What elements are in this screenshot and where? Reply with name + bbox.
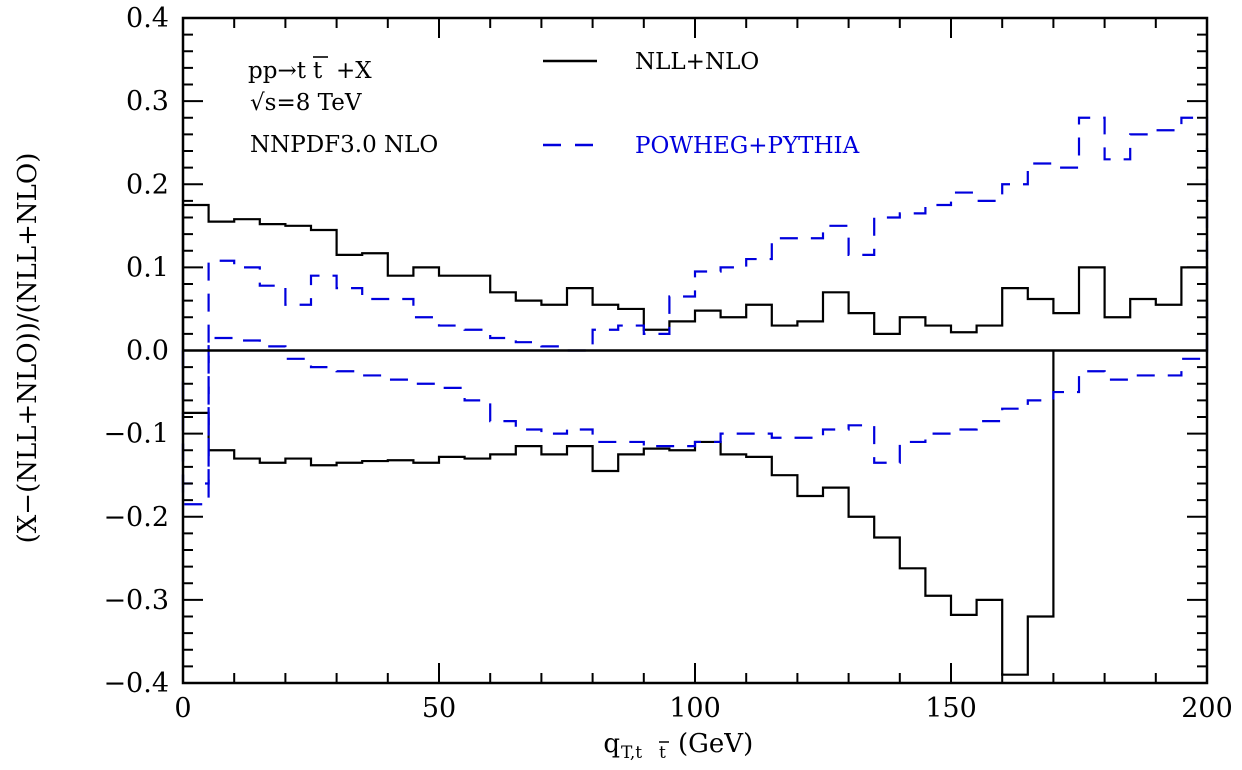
process-label-bar: t (313, 58, 323, 84)
energy-annotation: √s=8 TeV (250, 90, 362, 116)
legend-label-powheg-pythia: POWHEG+PYTHIA (635, 133, 860, 159)
legend: NLL+NLO POWHEG+PYTHIA (543, 49, 860, 159)
y-tick-label: −0.1 (103, 419, 169, 450)
y-tick-label: 0.0 (126, 336, 169, 367)
y-tick-label: 0.2 (126, 169, 169, 200)
y-axis-title: (X−(NLL+NLO))/(NLL+NLO) (13, 153, 43, 544)
x-tick-label: 50 (422, 693, 456, 724)
y-tick-label: −0.4 (103, 668, 169, 699)
x-tick-label: 100 (669, 693, 721, 724)
tick-layer (182, 17, 1208, 684)
x-axis-title-sub: T,t (621, 743, 642, 763)
x-tick-label: 0 (174, 693, 191, 724)
series-powheg-pythia-upper (181, 116, 1209, 506)
series-powheg-pythia-lower (181, 336, 1209, 485)
x-tick-label: 200 (1181, 693, 1233, 724)
x-axis-title: q T,t t (GeV) (603, 729, 753, 763)
y-tick-label: 0.3 (126, 86, 169, 117)
series-layer (181, 116, 1209, 676)
process-label-main: pp→t (248, 58, 307, 84)
label-layer: 0 50 100 150 200 −0.4 −0.3 −0.2 −0.1 0.0 0.1 0.2 0.3… (103, 3, 1232, 724)
legend-label-nll-nlo: NLL+NLO (635, 49, 759, 75)
series-nll-nlo-lower (181, 350, 1055, 676)
x-tick-label: 150 (925, 693, 977, 724)
x-axis-title-unit: (GeV) (678, 729, 753, 759)
y-tick-label: 0.1 (126, 252, 169, 283)
y-tick-label: 0.4 (126, 3, 169, 34)
y-tick-label: −0.2 (103, 502, 169, 533)
x-axis-title-sub-bar: t (659, 743, 666, 763)
pdf-annotation: NNPDF3.0 NLO (250, 132, 438, 158)
x-axis-title-main: q (603, 729, 620, 759)
process-annotation: pp→t t +X (248, 56, 372, 84)
series-nll-nlo-upper (181, 203, 1209, 351)
y-tick-label: −0.3 (103, 585, 169, 616)
process-label-tail: +X (336, 58, 372, 84)
